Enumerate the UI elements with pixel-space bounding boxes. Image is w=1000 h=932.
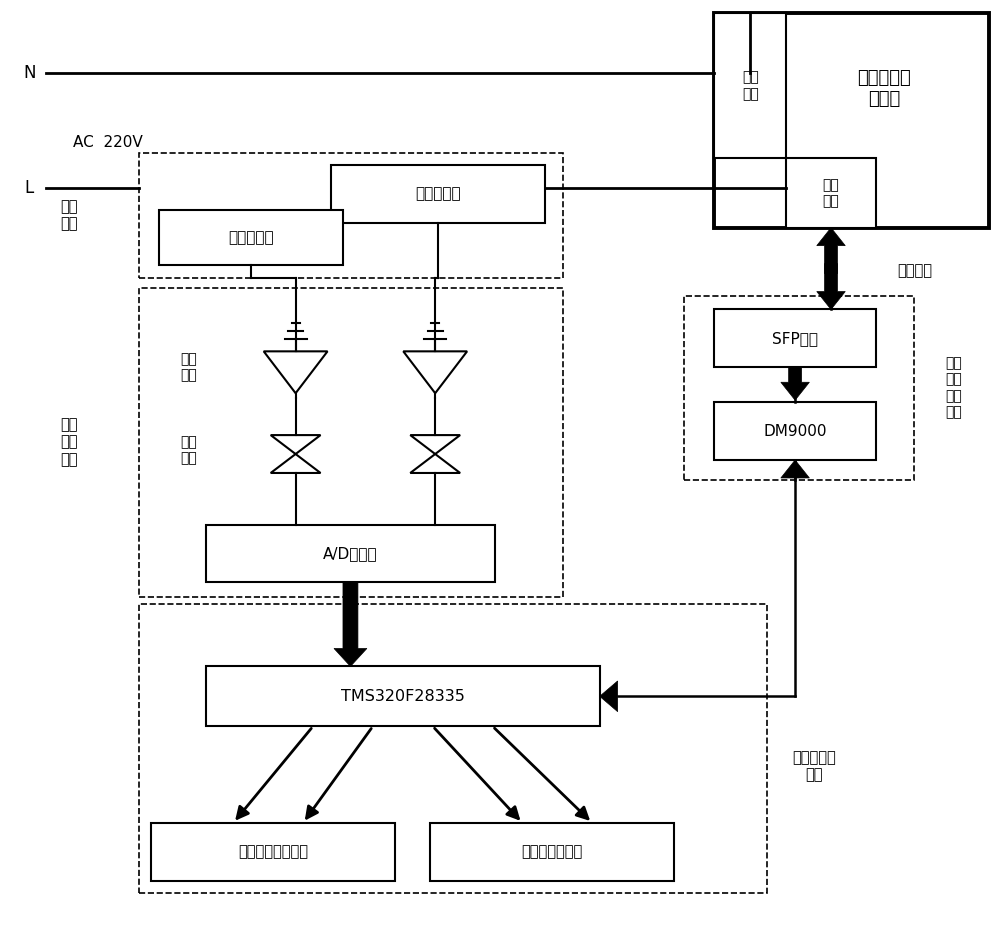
Bar: [714, 403, 876, 460]
Bar: [159, 210, 343, 265]
Polygon shape: [403, 351, 467, 393]
Bar: [139, 288, 563, 596]
Text: 滤波
电路: 滤波 电路: [181, 435, 197, 465]
Text: 存储器和人机接口: 存储器和人机接口: [238, 844, 308, 859]
Bar: [206, 525, 495, 582]
Polygon shape: [271, 454, 321, 473]
Bar: [139, 153, 563, 278]
Polygon shape: [410, 454, 460, 473]
Polygon shape: [781, 367, 809, 400]
Polygon shape: [817, 264, 845, 309]
Text: 光纤
数据
通信
接口: 光纤 数据 通信 接口: [945, 356, 962, 419]
Text: 被测数字式
电能表: 被测数字式 电能表: [857, 69, 911, 108]
Text: 光纤
接口: 光纤 接口: [823, 178, 839, 208]
Text: 信号
调理
单元: 信号 调理 单元: [61, 418, 78, 467]
Text: SFP模块: SFP模块: [772, 331, 818, 346]
Text: DM9000: DM9000: [763, 424, 827, 439]
Polygon shape: [781, 460, 809, 478]
Polygon shape: [271, 435, 321, 454]
Text: AC  220V: AC 220V: [73, 135, 143, 150]
Bar: [139, 604, 767, 893]
Text: 电源
端口: 电源 端口: [742, 71, 759, 101]
Bar: [206, 666, 600, 726]
Polygon shape: [600, 681, 618, 712]
Bar: [430, 823, 674, 881]
Bar: [786, 158, 876, 227]
Text: N: N: [23, 64, 36, 82]
Text: 电流传感器: 电流传感器: [415, 186, 460, 201]
Polygon shape: [817, 227, 845, 274]
Bar: [714, 13, 989, 227]
Polygon shape: [410, 435, 460, 454]
Text: 电压传感器: 电压传感器: [228, 229, 274, 245]
Text: 多模光纤: 多模光纤: [897, 263, 932, 278]
Bar: [684, 295, 914, 480]
Text: TMS320F28335: TMS320F28335: [341, 689, 465, 704]
Text: L: L: [25, 179, 34, 197]
Polygon shape: [264, 351, 328, 393]
Bar: [714, 13, 786, 158]
Text: 放大
电路: 放大 电路: [181, 352, 197, 382]
Bar: [331, 165, 545, 223]
Bar: [714, 309, 876, 367]
Text: 处理和控制
单元: 处理和控制 单元: [792, 750, 836, 782]
Text: A/D转换器: A/D转换器: [323, 546, 378, 561]
Bar: [151, 823, 395, 881]
Text: 时钟、复位电路: 时钟、复位电路: [522, 844, 583, 859]
Text: 采样
单元: 采样 单元: [61, 199, 78, 231]
Polygon shape: [334, 582, 367, 666]
